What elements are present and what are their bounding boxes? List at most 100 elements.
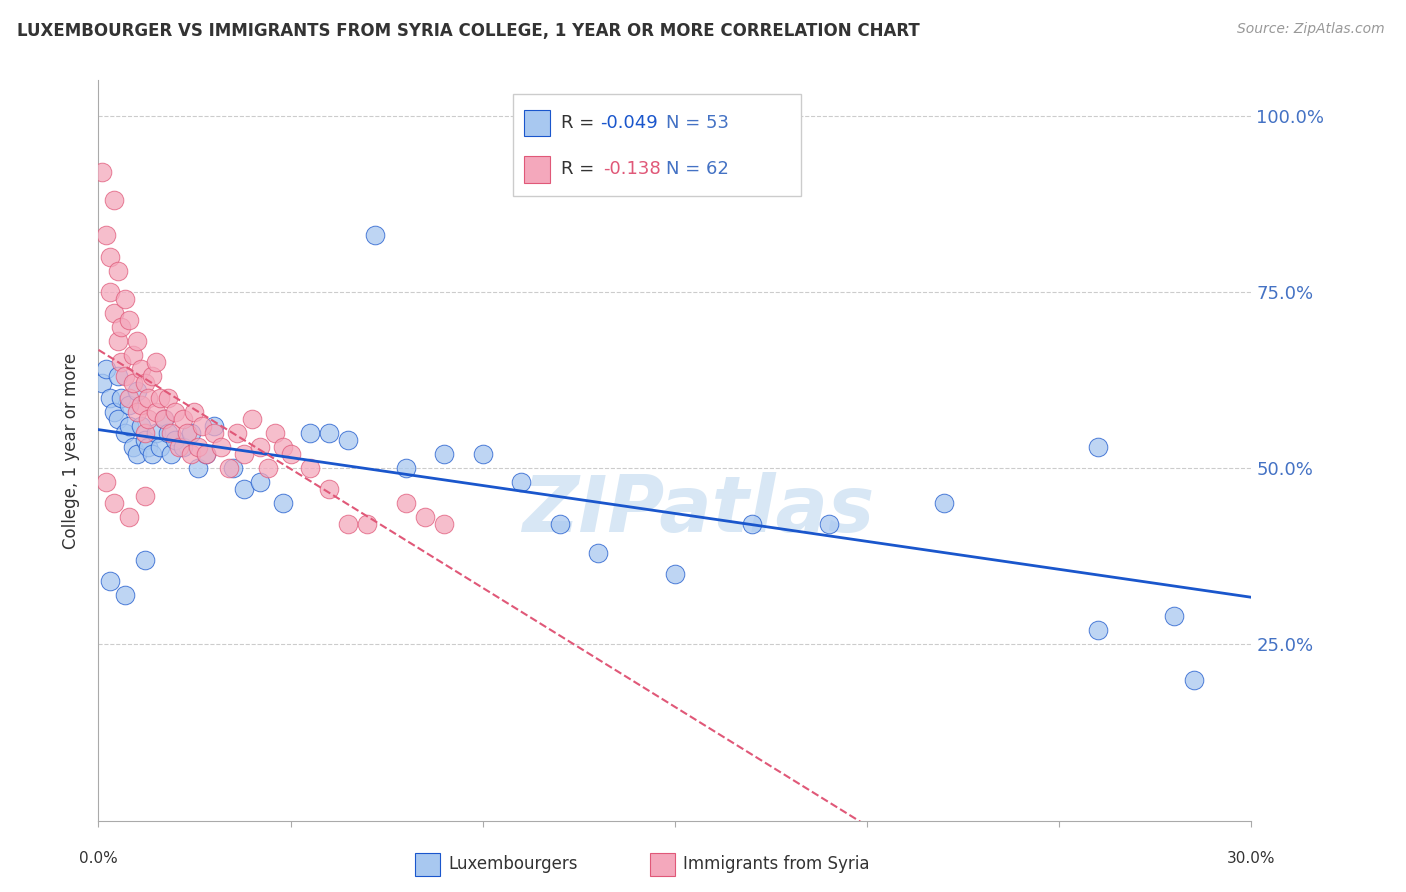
Point bbox=[741, 517, 763, 532]
Point bbox=[118, 418, 141, 433]
Point bbox=[187, 461, 209, 475]
Text: -0.049: -0.049 bbox=[600, 114, 658, 132]
Point bbox=[110, 391, 132, 405]
Point bbox=[134, 553, 156, 567]
Point bbox=[125, 384, 148, 398]
Point bbox=[209, 440, 232, 454]
Point bbox=[114, 588, 136, 602]
Point bbox=[94, 475, 117, 490]
Point bbox=[110, 320, 132, 334]
Text: LUXEMBOURGER VS IMMIGRANTS FROM SYRIA COLLEGE, 1 YEAR OR MORE CORRELATION CHART: LUXEMBOURGER VS IMMIGRANTS FROM SYRIA CO… bbox=[17, 22, 920, 40]
Point bbox=[222, 461, 245, 475]
Point bbox=[156, 425, 179, 440]
Point bbox=[122, 440, 145, 454]
Point bbox=[1163, 609, 1185, 624]
Point bbox=[114, 292, 136, 306]
Point bbox=[160, 425, 183, 440]
Point bbox=[280, 447, 302, 461]
Point bbox=[1087, 440, 1109, 454]
Text: R =: R = bbox=[561, 161, 606, 178]
Point bbox=[180, 447, 202, 461]
Point bbox=[183, 405, 205, 419]
Point bbox=[145, 355, 167, 369]
Point bbox=[510, 475, 533, 490]
Point bbox=[264, 425, 287, 440]
Point bbox=[172, 440, 194, 454]
Point bbox=[165, 433, 187, 447]
Point bbox=[138, 391, 160, 405]
Text: Luxembourgers: Luxembourgers bbox=[449, 855, 578, 873]
Point bbox=[233, 482, 256, 496]
Point bbox=[356, 517, 378, 532]
Point bbox=[337, 433, 360, 447]
Point bbox=[364, 228, 387, 243]
Point bbox=[298, 461, 321, 475]
Point bbox=[98, 574, 121, 588]
Point bbox=[107, 334, 129, 348]
Text: N = 53: N = 53 bbox=[666, 114, 730, 132]
Point bbox=[141, 447, 163, 461]
Point bbox=[195, 447, 218, 461]
Point bbox=[249, 475, 271, 490]
Point bbox=[103, 496, 125, 510]
Point bbox=[318, 482, 340, 496]
Text: 0.0%: 0.0% bbox=[79, 851, 118, 866]
Point bbox=[118, 313, 141, 327]
Point bbox=[91, 376, 114, 391]
Point bbox=[318, 425, 340, 440]
Point bbox=[134, 489, 156, 503]
Point bbox=[298, 425, 321, 440]
Point bbox=[107, 411, 129, 425]
Point bbox=[256, 461, 278, 475]
Point bbox=[134, 376, 156, 391]
Point bbox=[202, 418, 225, 433]
Point bbox=[138, 440, 160, 454]
Point bbox=[433, 517, 456, 532]
Point bbox=[191, 418, 214, 433]
Point bbox=[233, 447, 256, 461]
Text: -0.138: -0.138 bbox=[603, 161, 661, 178]
Point bbox=[129, 362, 152, 376]
Point bbox=[395, 496, 418, 510]
Point bbox=[187, 440, 209, 454]
Point bbox=[160, 447, 183, 461]
Point bbox=[103, 193, 125, 207]
Point bbox=[548, 517, 571, 532]
Point bbox=[167, 440, 190, 454]
Point bbox=[118, 510, 141, 524]
Point bbox=[249, 440, 271, 454]
Point bbox=[145, 405, 167, 419]
Point bbox=[395, 461, 418, 475]
Point bbox=[433, 447, 456, 461]
Point bbox=[225, 425, 247, 440]
Point bbox=[118, 398, 141, 412]
Point bbox=[156, 391, 179, 405]
Text: Immigrants from Syria: Immigrants from Syria bbox=[683, 855, 870, 873]
Text: R =: R = bbox=[561, 114, 600, 132]
Point bbox=[122, 348, 145, 362]
Point bbox=[129, 398, 152, 412]
Text: ZIPatlas: ZIPatlas bbox=[522, 472, 875, 548]
Y-axis label: College, 1 year or more: College, 1 year or more bbox=[62, 352, 80, 549]
Point bbox=[125, 405, 148, 419]
Point bbox=[165, 405, 187, 419]
Point bbox=[129, 418, 152, 433]
Point bbox=[134, 433, 156, 447]
Point bbox=[172, 411, 194, 425]
Point bbox=[118, 391, 141, 405]
Point bbox=[98, 285, 121, 299]
Point bbox=[152, 411, 174, 425]
Point bbox=[98, 391, 121, 405]
Point bbox=[114, 369, 136, 384]
Point bbox=[94, 362, 117, 376]
Text: 30.0%: 30.0% bbox=[1227, 851, 1275, 866]
Point bbox=[586, 546, 609, 560]
Point bbox=[932, 496, 955, 510]
Point bbox=[240, 411, 263, 425]
Point bbox=[180, 425, 202, 440]
Point bbox=[176, 425, 198, 440]
Point bbox=[413, 510, 436, 524]
Point bbox=[149, 440, 172, 454]
Point bbox=[195, 447, 218, 461]
Point bbox=[817, 517, 839, 532]
